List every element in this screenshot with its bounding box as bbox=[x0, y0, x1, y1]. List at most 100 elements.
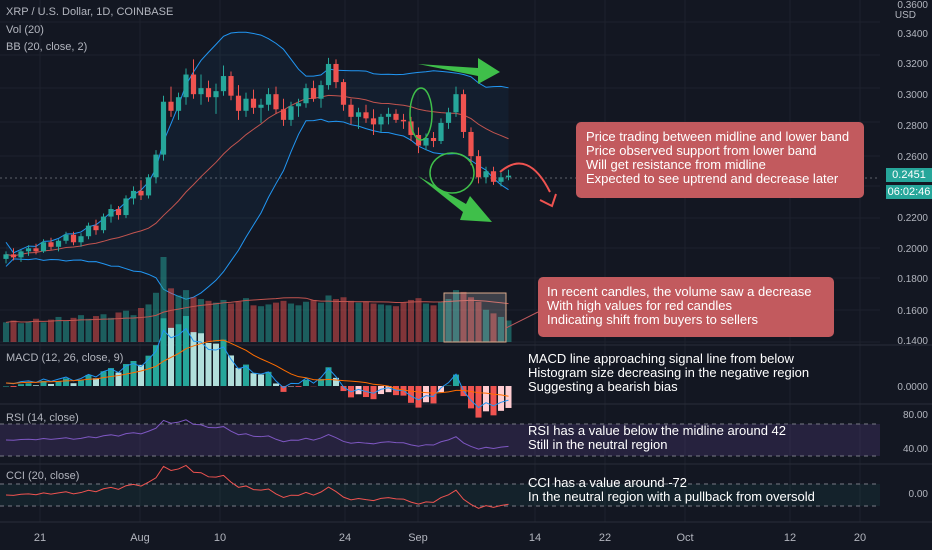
volume-bar bbox=[153, 292, 159, 342]
volume-bar bbox=[93, 316, 99, 342]
volume-pointer bbox=[505, 311, 539, 329]
price-tick-label: 0.1600 bbox=[897, 306, 928, 317]
volume-bar bbox=[100, 314, 107, 342]
rsi-note: RSI has a value below the midline around… bbox=[528, 423, 786, 452]
macd-hist-bar bbox=[100, 371, 107, 386]
candle-body bbox=[490, 171, 497, 182]
volume-bar bbox=[123, 310, 129, 342]
macd-hist-bar bbox=[18, 384, 24, 386]
rsi-line bbox=[5, 419, 509, 450]
macd-hist-bar bbox=[273, 383, 279, 386]
candle-body bbox=[303, 88, 309, 104]
candle-body bbox=[370, 118, 377, 125]
price-tick-label: 0.1800 bbox=[897, 274, 928, 285]
volume-bar bbox=[318, 302, 324, 342]
volume-bar bbox=[280, 300, 287, 342]
candle-body bbox=[280, 109, 287, 120]
volume-bar bbox=[423, 303, 429, 342]
candle-body bbox=[108, 209, 114, 217]
candle-body bbox=[310, 88, 317, 99]
volume-bar bbox=[70, 317, 77, 342]
candle-body bbox=[25, 248, 32, 252]
macd-hist-bar bbox=[408, 386, 414, 403]
macd-hist-bar bbox=[213, 343, 219, 386]
bb-fill bbox=[6, 32, 509, 300]
candle-body bbox=[483, 171, 489, 178]
indicator-panels bbox=[0, 316, 932, 523]
rsi-title: RSI (14, close) bbox=[6, 412, 79, 424]
candle-body bbox=[385, 113, 392, 117]
volume-bar bbox=[295, 305, 302, 342]
candle-body bbox=[235, 95, 242, 111]
macd-hist-bar bbox=[333, 377, 339, 386]
macd-hist-bar bbox=[93, 378, 99, 386]
macd-hist-bar bbox=[33, 385, 39, 386]
candle-body bbox=[258, 104, 264, 108]
volume-bar bbox=[25, 321, 32, 342]
volume-bar bbox=[415, 298, 422, 342]
candle-body bbox=[475, 156, 482, 178]
volume-bar bbox=[220, 299, 227, 342]
macd-hist-bar bbox=[475, 386, 482, 418]
volume-bars bbox=[3, 257, 512, 342]
signal-line bbox=[5, 339, 509, 397]
candle-body bbox=[10, 254, 17, 258]
macd-hist-bar bbox=[415, 386, 422, 408]
candle-body bbox=[250, 98, 257, 108]
price-tick-label: 0.3400 bbox=[897, 29, 928, 40]
volume-bar bbox=[265, 304, 272, 342]
macd-hist-bar bbox=[78, 380, 84, 386]
macd-hist-bar bbox=[378, 386, 384, 395]
volume-bar bbox=[115, 312, 122, 342]
macd-hist-bar bbox=[55, 381, 62, 386]
macd-hist-bar bbox=[220, 339, 227, 386]
candle-body bbox=[40, 242, 47, 252]
price-callout-text: Price trading between midline and lower … bbox=[586, 129, 850, 186]
volume-callout bbox=[538, 277, 834, 337]
macd-hist-bar bbox=[498, 386, 504, 411]
time-tick-label: Sep bbox=[408, 532, 428, 544]
macd-hist-bar bbox=[228, 355, 234, 386]
candle-body bbox=[363, 112, 369, 119]
macd-hist-bar bbox=[468, 386, 474, 409]
candle-body bbox=[273, 94, 279, 110]
macd-hist-bar bbox=[438, 386, 444, 393]
volume-bar bbox=[190, 297, 197, 342]
volume-bar bbox=[340, 297, 347, 342]
volume-bar bbox=[370, 303, 377, 342]
time-tick-label: 12 bbox=[784, 532, 796, 544]
volume-bar bbox=[10, 320, 17, 342]
candle-body bbox=[318, 85, 324, 99]
macd-note: MACD line approaching signal line from b… bbox=[528, 351, 810, 394]
price-tick-label: 0.2800 bbox=[897, 121, 928, 132]
volume-ma bbox=[5, 297, 509, 323]
bb-lower bbox=[5, 118, 509, 300]
macd-hist-bar bbox=[153, 345, 159, 386]
macd-hist-bar bbox=[198, 333, 204, 386]
volume-bar bbox=[198, 299, 204, 342]
volume-bar bbox=[3, 322, 9, 342]
cci-note: CCI has a value around -72 In the neutra… bbox=[528, 475, 815, 504]
macd-hist-bar bbox=[63, 378, 69, 386]
time-tick-label: 21 bbox=[34, 532, 46, 544]
volume-bar bbox=[408, 299, 414, 342]
projection-curve bbox=[499, 162, 551, 193]
macd-hist-bar bbox=[85, 374, 92, 386]
price-tick-label: 0.3200 bbox=[897, 59, 928, 70]
up-arrow bbox=[418, 58, 500, 84]
time-tick-label: 22 bbox=[599, 532, 611, 544]
candle-body bbox=[100, 216, 107, 231]
candle-body bbox=[48, 242, 54, 247]
volume-bar bbox=[468, 297, 474, 342]
bollinger-bands bbox=[5, 31, 509, 300]
volume-bar bbox=[205, 300, 212, 342]
volume-bar bbox=[138, 308, 144, 342]
candle-body bbox=[355, 112, 362, 117]
macd-hist-bar bbox=[145, 355, 152, 386]
volume-bar bbox=[175, 295, 182, 342]
cci-line bbox=[5, 464, 509, 509]
volume-bar bbox=[498, 316, 504, 342]
candle-body bbox=[288, 106, 294, 120]
volume-bar bbox=[460, 291, 467, 342]
